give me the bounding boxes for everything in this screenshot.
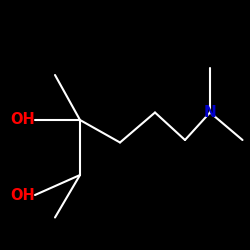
Text: OH: OH (10, 112, 35, 128)
Text: OH: OH (10, 188, 35, 202)
Text: N: N (204, 105, 216, 120)
